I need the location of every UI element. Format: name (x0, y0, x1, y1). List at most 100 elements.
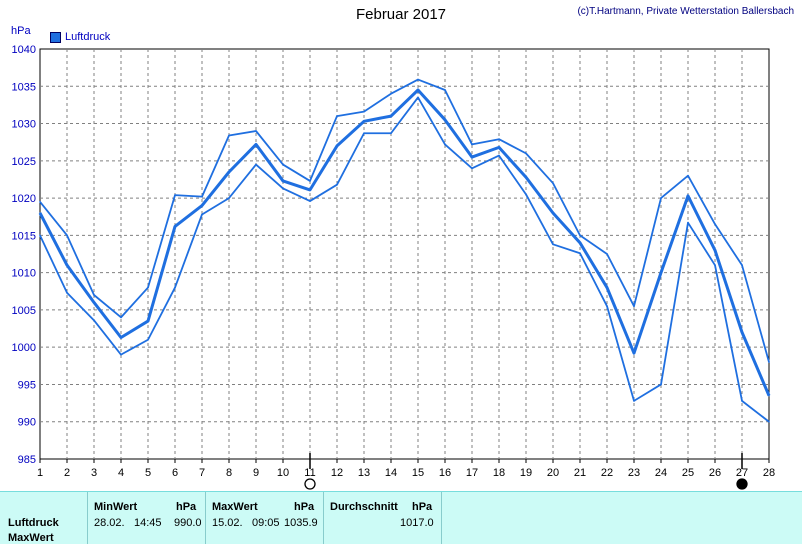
stats-avg-column: Durchschnitt hPa 1017.0 (324, 492, 442, 544)
y-tick-label: 1025 (12, 156, 36, 168)
data-point-min (120, 353, 122, 356)
data-point-max (687, 174, 689, 177)
data-point-mean (579, 242, 581, 244)
data-point-mean (66, 264, 68, 266)
data-point-mean (174, 225, 176, 228)
data-point-mean (525, 176, 527, 179)
data-point-min (309, 200, 311, 202)
data-point-max (498, 138, 500, 140)
y-tick-label: 995 (18, 379, 36, 391)
stats-max-column: MaxWert hPa 15.02. 09:05 1035.9 (206, 492, 324, 544)
data-point-min (741, 400, 743, 402)
x-tick-label: 8 (226, 467, 232, 479)
data-point-min (660, 383, 662, 386)
data-point-max (309, 180, 311, 182)
data-point-max (363, 110, 365, 113)
stats-label-column: Luftdruck MaxWert (0, 492, 88, 544)
data-point-mean (228, 171, 230, 173)
data-point-max (579, 234, 581, 237)
data-point-max (336, 115, 338, 117)
legend-swatch (50, 31, 61, 43)
x-tick-label: 12 (331, 467, 343, 479)
pressure-chart: 9859909951000100510101015102010251030103… (12, 44, 775, 490)
data-point-mean (390, 115, 392, 117)
data-point-max (741, 264, 743, 266)
avg-header: Durchschnitt (330, 501, 398, 513)
x-tick-label: 14 (385, 467, 397, 479)
y-axis-unit: hPa (11, 25, 31, 37)
data-point-max (390, 92, 392, 95)
y-tick-label: 1015 (12, 230, 36, 242)
data-point-mean (606, 286, 608, 289)
data-point-min (579, 252, 581, 255)
y-tick-label: 990 (18, 417, 36, 429)
max-value: 1035.9 (284, 517, 318, 529)
x-tick-label: 22 (601, 467, 613, 479)
data-point-mean (660, 271, 662, 274)
y-tick-label: 1020 (12, 193, 36, 205)
data-point-min (768, 420, 770, 423)
data-point-mean (336, 145, 338, 147)
series-line-max (39, 78, 770, 363)
data-point-mean (147, 320, 149, 322)
data-point-mean (120, 336, 122, 339)
x-tick-label: 11 (304, 467, 315, 479)
x-tick-label: 19 (520, 467, 532, 479)
data-point-max (66, 234, 68, 237)
data-point-min (687, 221, 689, 224)
x-tick-label: 2 (64, 467, 70, 479)
data-point-mean (93, 301, 95, 304)
data-point-min (39, 234, 41, 237)
y-tick-label: 1040 (12, 44, 36, 56)
data-point-max (174, 194, 176, 196)
plot-area (39, 48, 770, 460)
full-moon-icon (304, 478, 316, 490)
stats-row-maxwert: MaxWert (8, 532, 54, 544)
data-point-max (768, 361, 770, 363)
x-tick-label: 3 (91, 467, 97, 479)
data-point-max (606, 253, 608, 255)
data-point-max (201, 195, 203, 198)
data-point-min (93, 319, 95, 322)
max-date: 15.02. (212, 517, 243, 529)
data-point-mean (444, 119, 446, 121)
y-tick-label: 1000 (12, 342, 36, 354)
data-point-max (120, 316, 122, 319)
x-tick-label: 20 (547, 467, 559, 479)
data-point-min (228, 197, 230, 199)
stats-min-column: MinWert hPa 28.02. 14:45 990.0 (88, 492, 206, 544)
data-point-mean (768, 394, 770, 397)
series-line-mean (38, 88, 771, 397)
data-point-min (363, 132, 365, 135)
x-tick-label: 4 (118, 467, 124, 479)
y-tick-label: 985 (18, 454, 36, 466)
data-point-mean (633, 352, 635, 354)
data-point-min (633, 400, 635, 402)
min-header: MinWert (94, 501, 138, 513)
avg-unit: hPa (412, 501, 433, 513)
min-date: 28.02. (94, 517, 125, 529)
x-tick-label: 21 (574, 467, 586, 479)
avg-value: 1017.0 (400, 517, 434, 529)
x-tick-label: 28 (763, 467, 775, 479)
min-unit: hPa (176, 501, 197, 513)
data-point-max (255, 130, 257, 132)
data-point-min (525, 193, 527, 196)
data-point-min (444, 143, 446, 146)
data-point-max (714, 223, 716, 225)
data-point-mean (687, 195, 689, 197)
data-point-mean (201, 204, 203, 207)
x-tick-label: 13 (358, 467, 370, 479)
data-point-mean (741, 331, 743, 334)
data-point-min (471, 167, 473, 170)
data-point-max (552, 182, 554, 184)
data-point-min (147, 338, 149, 341)
x-tick-label: 15 (412, 467, 424, 479)
x-tick-label: 17 (466, 467, 478, 479)
x-tick-label: 18 (493, 467, 505, 479)
y-tick-label: 1030 (12, 119, 36, 131)
min-time: 14:45 (134, 517, 162, 529)
x-tick-label: 27 (736, 467, 748, 479)
stats-row-luftdruck: Luftdruck (8, 517, 59, 529)
data-point-min (606, 305, 608, 307)
